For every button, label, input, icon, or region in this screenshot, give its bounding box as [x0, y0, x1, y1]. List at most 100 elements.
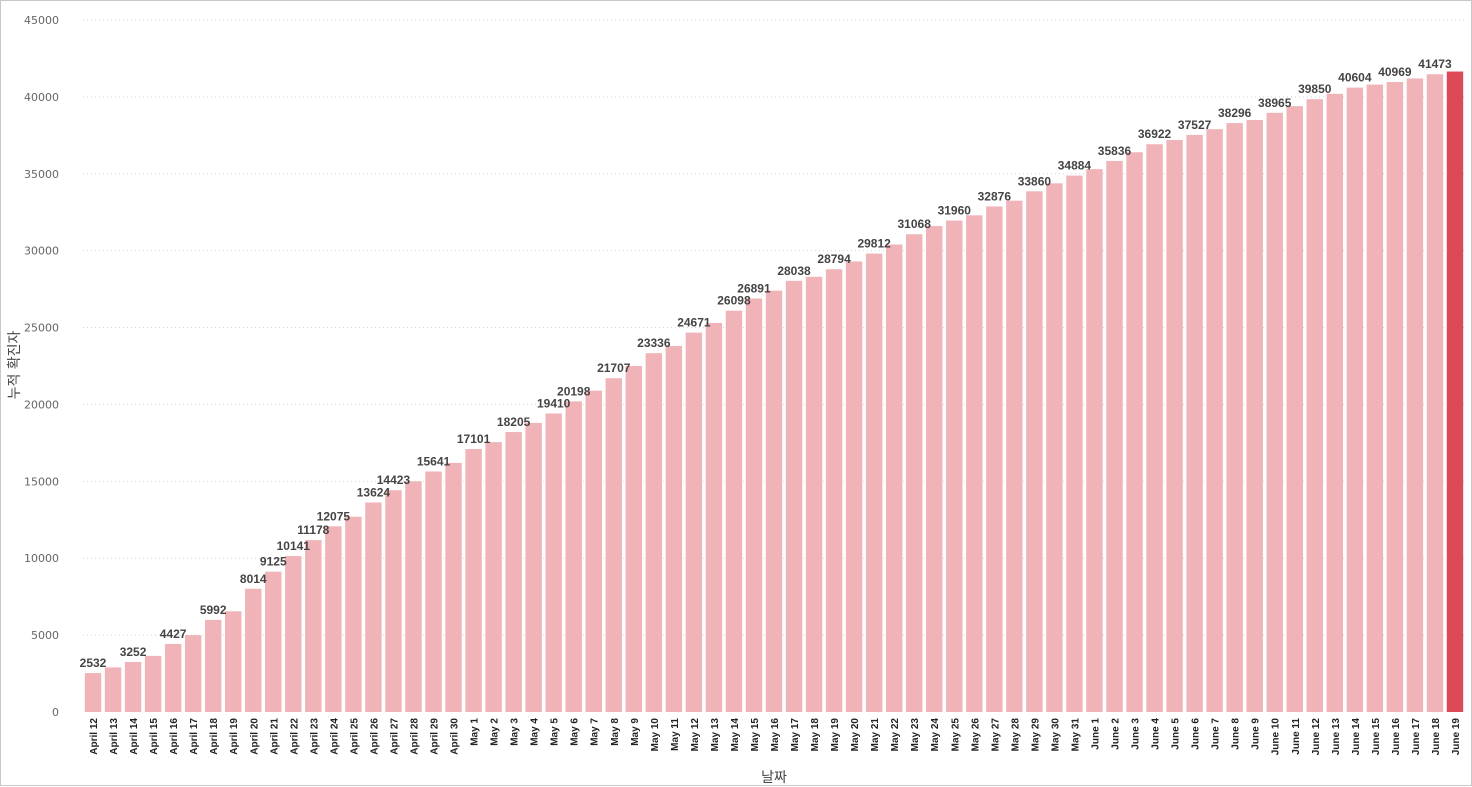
bar[interactable] [445, 462, 462, 712]
bar[interactable] [365, 502, 382, 712]
bar[interactable] [345, 516, 362, 712]
bar[interactable] [405, 481, 422, 712]
bar[interactable] [986, 206, 1003, 712]
bar[interactable] [1426, 74, 1444, 713]
bar[interactable] [1146, 144, 1163, 713]
data-label: 40969 [1378, 65, 1412, 79]
x-tick-label: May 28 [1010, 718, 1021, 752]
bar[interactable] [545, 413, 562, 712]
bar[interactable] [144, 655, 162, 712]
bar[interactable] [645, 353, 663, 712]
bar[interactable] [1346, 87, 1364, 713]
x-tick-label: April 28 [409, 718, 420, 755]
bar[interactable] [505, 432, 522, 712]
bar[interactable] [905, 234, 923, 713]
bar[interactable] [845, 261, 863, 712]
bar[interactable] [1166, 139, 1183, 712]
bar[interactable] [865, 253, 883, 712]
bar[interactable] [525, 422, 542, 712]
bar[interactable] [84, 673, 102, 712]
bar[interactable] [765, 290, 783, 712]
x-tick-label: April 30 [450, 718, 461, 755]
bar[interactable] [1026, 191, 1043, 712]
data-label: 31960 [938, 204, 972, 218]
x-tick-label: May 17 [790, 718, 801, 752]
bar[interactable] [565, 401, 582, 712]
bar[interactable] [385, 490, 402, 712]
bar[interactable] [1306, 99, 1323, 712]
bar[interactable] [285, 556, 302, 712]
x-tick-label: May 9 [630, 718, 641, 746]
x-tick-label: April 15 [149, 718, 160, 755]
x-tick-label: May 22 [890, 718, 901, 752]
bar[interactable] [1446, 71, 1464, 712]
x-tick-label: May 27 [990, 718, 1001, 752]
bar[interactable] [885, 244, 903, 712]
data-label: 21707 [597, 361, 631, 375]
bar[interactable] [465, 449, 482, 712]
bar[interactable] [1226, 123, 1243, 713]
bar[interactable] [585, 390, 602, 712]
bar[interactable] [124, 661, 142, 712]
bar[interactable] [785, 280, 803, 712]
bar[interactable] [1386, 81, 1404, 713]
bar[interactable] [1406, 78, 1424, 712]
bar[interactable] [1266, 112, 1283, 713]
data-label: 4427 [160, 627, 187, 641]
data-label: 40604 [1338, 71, 1372, 85]
bar[interactable] [245, 588, 262, 712]
bar[interactable] [745, 298, 763, 712]
x-tick-label: June 2 [1110, 718, 1121, 750]
bar[interactable] [625, 366, 643, 712]
y-tick-label: 30000 [24, 245, 59, 258]
data-label: 15641 [417, 454, 451, 468]
bar[interactable] [1326, 93, 1344, 712]
bar[interactable] [164, 643, 182, 712]
data-label: 14423 [377, 473, 411, 487]
bar[interactable] [825, 269, 843, 712]
bar[interactable] [1286, 106, 1303, 713]
bar[interactable] [104, 667, 122, 712]
bar[interactable] [1246, 119, 1263, 712]
bar[interactable] [1086, 169, 1103, 712]
bar[interactable] [685, 332, 703, 712]
bar[interactable] [705, 322, 723, 712]
x-tick-label: May 14 [730, 718, 741, 752]
bar[interactable] [184, 635, 202, 712]
bar[interactable] [1206, 129, 1223, 712]
x-tick-label: May 3 [510, 718, 521, 746]
data-label: 19410 [537, 397, 571, 411]
bar[interactable] [1006, 200, 1023, 712]
y-tick-label: 25000 [24, 322, 59, 335]
bar[interactable] [1126, 152, 1143, 712]
bar[interactable] [1186, 134, 1203, 713]
bar[interactable] [926, 226, 943, 712]
x-tick-label: April 20 [249, 718, 260, 755]
bar[interactable] [966, 215, 983, 713]
bar[interactable] [425, 471, 442, 712]
x-tick-label: May 20 [850, 718, 861, 752]
x-tick-label: April 16 [169, 718, 180, 755]
x-tick-label: May 1 [470, 718, 481, 746]
bar[interactable] [805, 276, 823, 712]
bar[interactable] [225, 611, 242, 712]
bar[interactable] [1066, 175, 1083, 712]
bar[interactable] [1106, 160, 1123, 713]
data-label: 31068 [898, 217, 932, 231]
bar[interactable] [946, 220, 963, 712]
bar[interactable] [725, 310, 743, 712]
bar[interactable] [485, 442, 502, 712]
bar[interactable] [665, 346, 683, 712]
x-tick-label: April 22 [289, 718, 300, 755]
bar[interactable] [1366, 84, 1384, 713]
bar[interactable] [204, 619, 222, 712]
bar[interactable] [305, 540, 322, 712]
data-label: 37527 [1178, 118, 1212, 132]
bar[interactable] [605, 378, 622, 712]
bar[interactable] [265, 571, 282, 712]
x-tick-label: June 15 [1371, 718, 1382, 756]
x-tick-label: May 13 [710, 718, 721, 752]
bar[interactable] [1046, 183, 1063, 712]
bar[interactable] [325, 526, 342, 712]
